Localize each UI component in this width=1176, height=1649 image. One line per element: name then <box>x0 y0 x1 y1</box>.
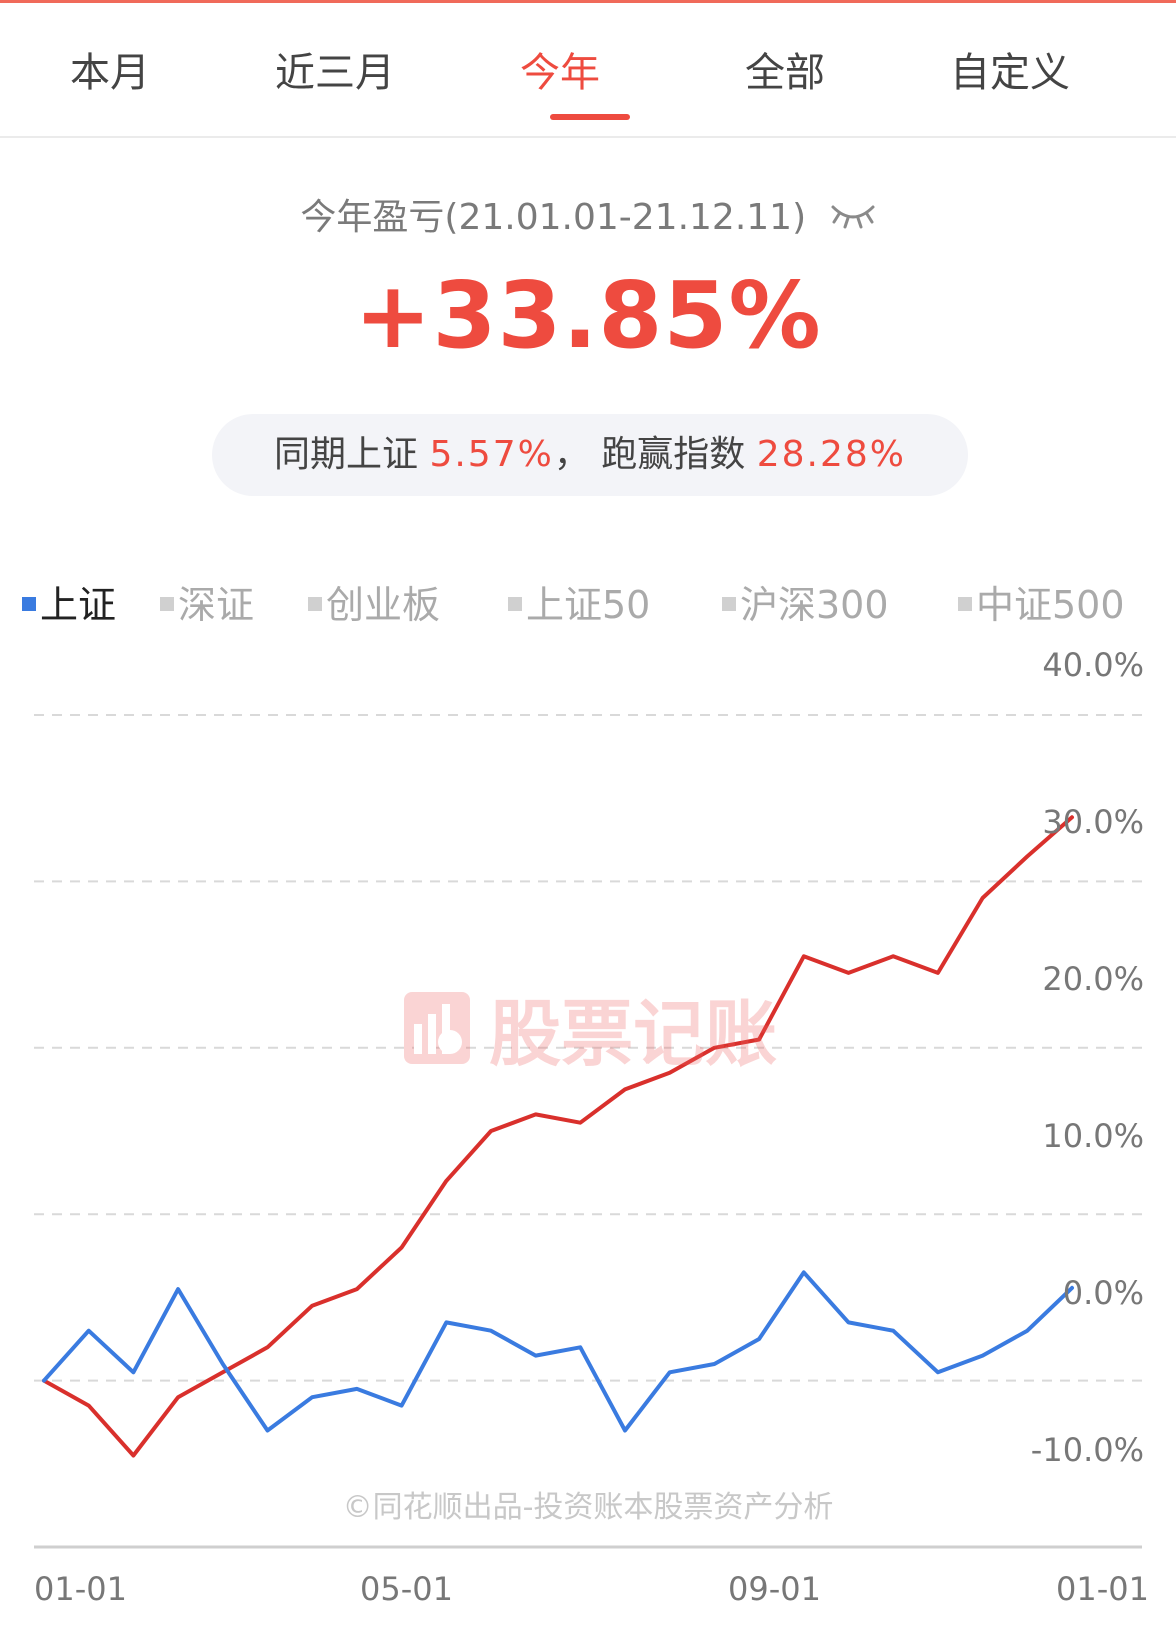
legend-label: 中证500 <box>976 583 1125 627</box>
legend-chinext[interactable]: 创业板 <box>308 574 440 629</box>
legend-label: 创业板 <box>326 583 441 627</box>
legend-label: 上证50 <box>526 583 651 627</box>
legend-csi300[interactable]: 沪深300 <box>722 574 889 629</box>
watermark-logo-icon <box>404 991 470 1064</box>
tab-this-month[interactable]: 本月 <box>70 50 150 96</box>
active-tab-indicator <box>550 114 630 120</box>
legend-swatch <box>160 596 174 611</box>
legend-label: 沪深300 <box>740 583 889 627</box>
watermark-text: 股票记账 <box>489 992 778 1076</box>
x-tick-label: 09-01 <box>728 1570 821 1608</box>
legend-label: 上证 <box>40 583 117 627</box>
legend-swatch <box>722 596 736 611</box>
tab-last-three-months[interactable]: 近三月 <box>275 50 395 96</box>
y-tick-label: -10.0% <box>1030 1431 1144 1469</box>
return-chart[interactable] <box>0 650 1176 1560</box>
legend-swatch <box>308 596 322 611</box>
y-tick-label: 10.0% <box>1042 1117 1144 1155</box>
legend-shanghai[interactable]: 上证 <box>22 574 116 629</box>
profit-percentage: +33.85% <box>354 262 822 369</box>
period-label: 今年盈亏(21.01.01-21.12.11) <box>300 197 807 238</box>
y-tick-label: 30.0% <box>1042 803 1144 841</box>
y-tick-label: 0.0% <box>1062 1274 1144 1312</box>
tab-custom[interactable]: 自定义 <box>950 50 1070 96</box>
period-tab-bar: 本月 近三月 今年 全部 自定义 <box>0 0 1176 138</box>
beat-prefix: 跑赢指数 <box>601 434 746 475</box>
legend-sse50[interactable]: 上证50 <box>508 574 650 629</box>
index-return-line <box>42 1270 1074 1433</box>
x-tick-label: 05-01 <box>360 1570 453 1608</box>
portfolio-return-line <box>42 815 1074 1458</box>
compare-prefix: 同期上证 <box>273 434 418 475</box>
watermark: 股票记账 <box>400 975 777 1080</box>
legend-shenzhen[interactable]: 深证 <box>160 574 254 629</box>
index-comparison-pill: 同期上证 5.57%， 跑赢指数 28.28% <box>212 414 968 496</box>
legend-label: 深证 <box>178 583 255 627</box>
y-tick-label: 20.0% <box>1042 960 1144 998</box>
tab-all[interactable]: 全部 <box>745 50 825 96</box>
x-tick-label: 01-01 <box>34 1570 127 1608</box>
legend-swatch <box>508 596 522 611</box>
index-return-value: 5.57% <box>429 434 554 475</box>
legend-csi500[interactable]: 中证500 <box>958 574 1125 629</box>
tab-this-year[interactable]: 今年 <box>520 50 600 96</box>
beat-return-value: 28.28% <box>756 434 907 475</box>
legend-swatch <box>958 596 972 611</box>
x-tick-label: 01-01 <box>1056 1570 1149 1608</box>
compare-separator: ， <box>553 434 590 475</box>
legend-swatch <box>22 596 36 611</box>
period-summary-label: 今年盈亏(21.01.01-21.12.11) <box>0 188 1176 240</box>
copyright-note: ©同花顺出品-投资账本股票资产分析 <box>342 1490 834 1525</box>
top-accent-line <box>0 0 1176 3</box>
hide-amount-eye-icon[interactable] <box>830 199 876 240</box>
y-tick-label: 40.0% <box>1042 646 1144 684</box>
